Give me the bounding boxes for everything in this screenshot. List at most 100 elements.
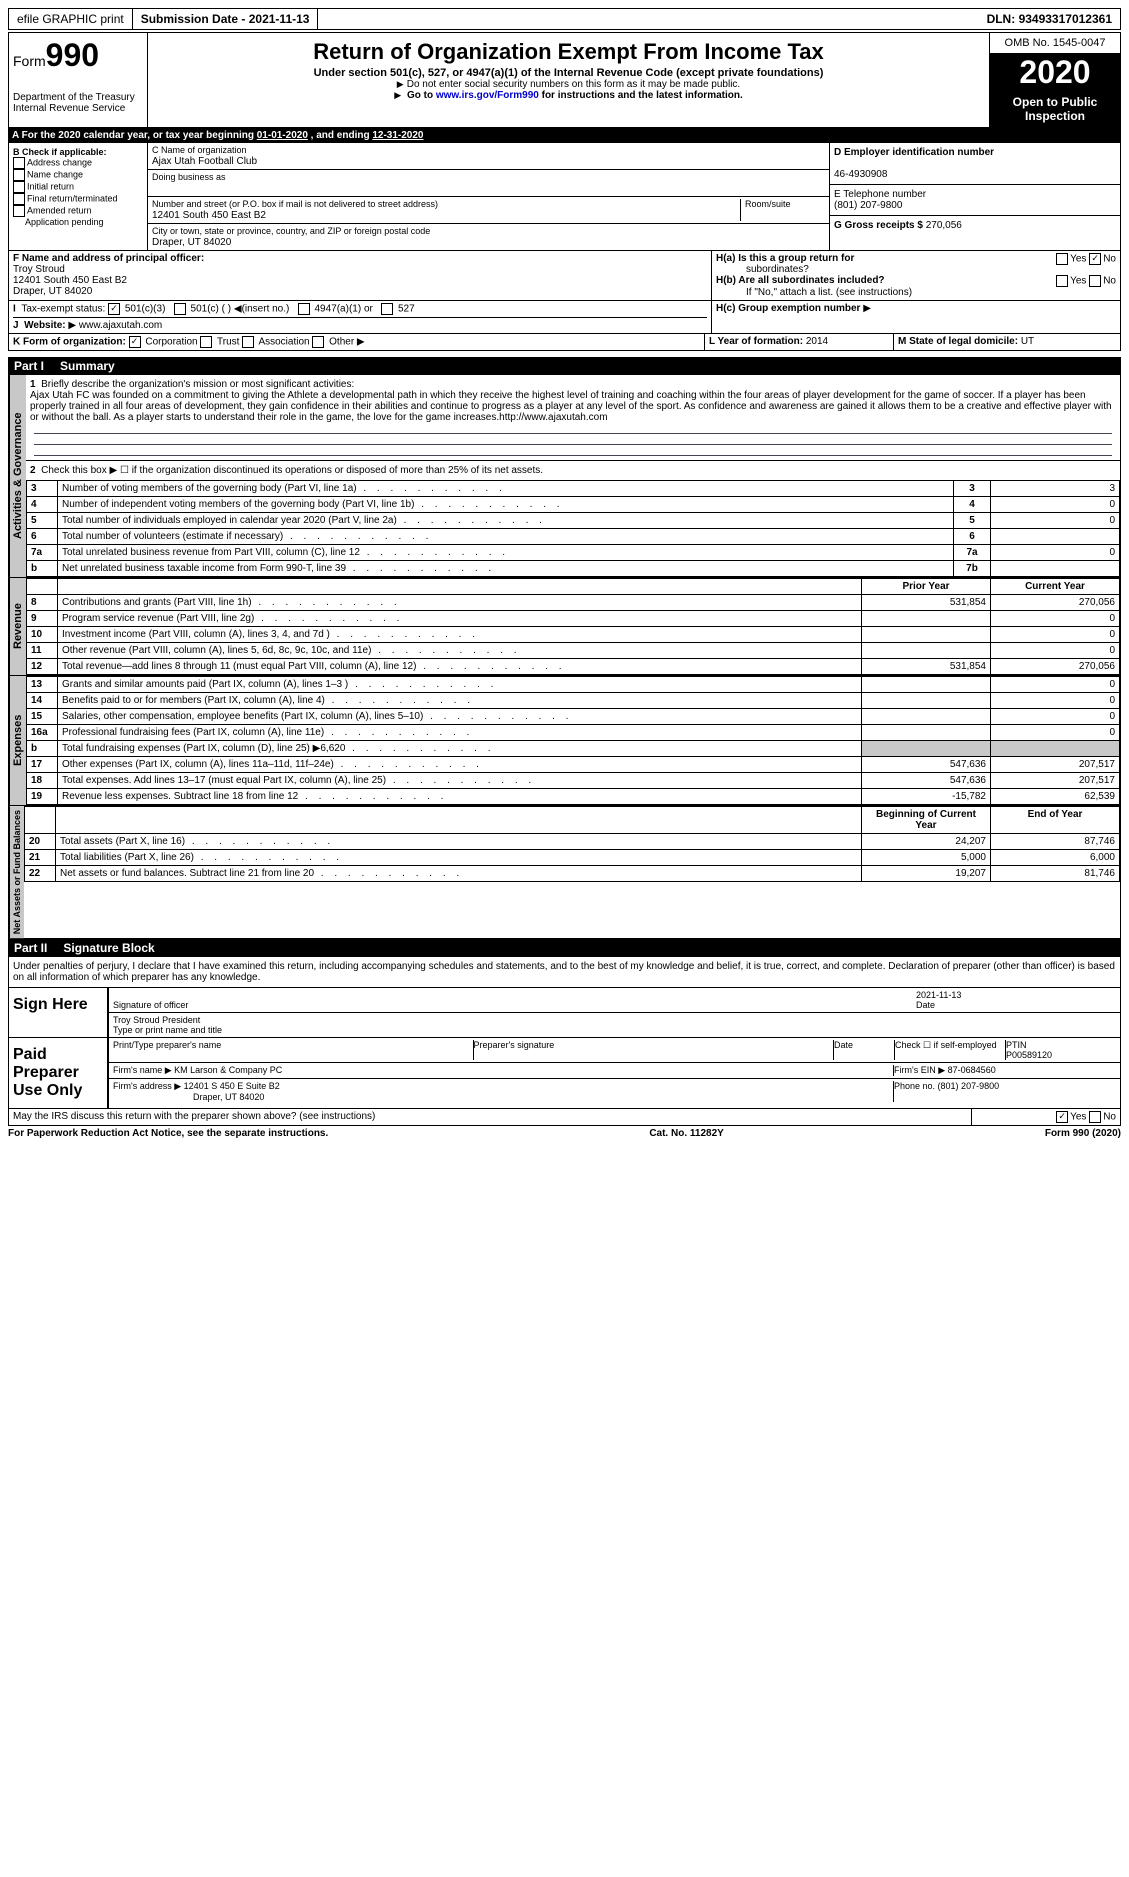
irs-link[interactable]: www.irs.gov/Form990 — [436, 90, 539, 101]
fh-row: F Name and address of principal officer:… — [8, 251, 1121, 301]
gross-receipts: 270,056 — [926, 220, 962, 231]
period-end: 12-31-2020 — [372, 130, 423, 141]
box-l: L Year of formation: 2014 — [705, 334, 894, 350]
officer-name: Troy Stroud — [13, 264, 65, 275]
form-number: 990 — [46, 37, 99, 73]
vlabel-netassets: Net Assets or Fund Balances — [9, 806, 24, 938]
klm-row: K Form of organization: Corporation Trus… — [8, 334, 1121, 351]
box-c: C Name of organization Ajax Utah Footbal… — [148, 143, 830, 250]
form-subtitle: Under section 501(c), 527, or 4947(a)(1)… — [152, 67, 985, 79]
netassets-table: Beginning of Current YearEnd of Year20To… — [24, 806, 1120, 882]
box-j: J Website: ▶ www.ajaxutah.com — [13, 317, 707, 331]
chk-ha-no[interactable] — [1089, 253, 1101, 265]
expenses-table: 13Grants and similar amounts paid (Part … — [26, 676, 1120, 805]
dln-value: 93493317012361 — [1019, 12, 1112, 26]
firm-ein: 87-0684560 — [948, 1065, 996, 1075]
info-grid: B Check if applicable: Address change Na… — [8, 143, 1121, 251]
footer: For Paperwork Reduction Act Notice, see … — [8, 1126, 1121, 1141]
revenue-table: Prior YearCurrent Year8Contributions and… — [26, 578, 1120, 675]
note-link: Go to www.irs.gov/Form990 for instructio… — [152, 90, 985, 101]
box-i: I Tax-exempt status: 501(c)(3) 501(c) ( … — [13, 303, 707, 315]
netassets-section: Net Assets or Fund Balances Beginning of… — [8, 806, 1121, 939]
phone-value: (801) 207-9800 — [834, 200, 902, 211]
discuss-row: May the IRS discuss this return with the… — [8, 1109, 1121, 1126]
chk-trust[interactable] — [200, 336, 212, 348]
efile-label: efile GRAPHIC print — [9, 9, 133, 29]
dept-label: Department of the Treasury Internal Reve… — [13, 92, 143, 114]
paid-preparer-row: Paid Preparer Use Only Print/Type prepar… — [8, 1038, 1121, 1109]
chk-name-change[interactable] — [13, 169, 25, 181]
box-m: M State of legal domicile: UT — [894, 334, 1120, 350]
paid-preparer-label: Paid Preparer Use Only — [9, 1038, 109, 1108]
chk-other[interactable] — [312, 336, 324, 348]
top-bar: efile GRAPHIC print Submission Date - 20… — [8, 8, 1121, 30]
perjury-text: Under penalties of perjury, I declare th… — [8, 957, 1121, 988]
footer-left: For Paperwork Reduction Act Notice, see … — [8, 1128, 328, 1139]
revenue-section: Revenue Prior YearCurrent Year8Contribut… — [8, 578, 1121, 676]
omb-number: OMB No. 1545-0047 — [990, 33, 1120, 54]
box-b: B Check if applicable: Address change Na… — [9, 143, 148, 250]
chk-initial-return[interactable] — [13, 181, 25, 193]
firm-addr: 12401 S 450 E Suite B2 — [184, 1081, 280, 1091]
chk-hb-yes[interactable] — [1056, 275, 1068, 287]
chk-501c3[interactable] — [108, 303, 120, 315]
vlabel-expenses: Expenses — [9, 676, 26, 805]
box-hc: H(c) Group exemption number ▶ — [712, 301, 1120, 333]
form-label: Form — [13, 53, 46, 69]
ij-row: I Tax-exempt status: 501(c)(3) 501(c) ( … — [8, 301, 1121, 334]
box-h: H(a) Is this a group return for subordin… — [712, 251, 1120, 300]
chk-amended[interactable] — [13, 205, 25, 217]
submission-date: 2021-11-13 — [249, 12, 310, 26]
submission-cell: Submission Date - 2021-11-13 — [133, 9, 319, 29]
chk-discuss-yes[interactable] — [1056, 1111, 1068, 1123]
box-right: D Employer identification number 46-4930… — [830, 143, 1120, 250]
line2: 2 Check this box ▶ ☐ if the organization… — [26, 461, 1120, 480]
chk-assoc[interactable] — [242, 336, 254, 348]
ein-value: 46-4930908 — [834, 169, 887, 180]
footer-right: Form 990 (2020) — [1045, 1128, 1121, 1139]
chk-527[interactable] — [381, 303, 393, 315]
chk-hb-no[interactable] — [1089, 275, 1101, 287]
chk-ha-yes[interactable] — [1056, 253, 1068, 265]
mission-block: 1 Briefly describe the organization's mi… — [26, 375, 1120, 461]
form-number-block: Form990 — [13, 37, 143, 74]
chk-final-return[interactable] — [13, 193, 25, 205]
org-city: Draper, UT 84020 — [152, 237, 231, 248]
sign-here-row: Sign Here Signature of officer 2021-11-1… — [8, 988, 1121, 1038]
sign-here-label: Sign Here — [9, 988, 109, 1037]
period-row: A For the 2020 calendar year, or tax yea… — [8, 128, 1121, 143]
governance-table: 3Number of voting members of the governi… — [26, 480, 1120, 577]
vlabel-governance: Activities & Governance — [9, 375, 26, 577]
open-public-label: Open to Public Inspection — [990, 91, 1120, 127]
part1-header: Part I Summary — [8, 357, 1121, 375]
website-value: www.ajaxutah.com — [79, 320, 162, 331]
firm-name: KM Larson & Company PC — [174, 1065, 282, 1075]
part2-header: Part II Signature Block — [8, 939, 1121, 957]
chk-corp[interactable] — [129, 336, 141, 348]
officer-sig-name: Troy Stroud President — [113, 1015, 200, 1025]
form-header: Form990 Department of the Treasury Inter… — [8, 32, 1121, 128]
form-title: Return of Organization Exempt From Incom… — [152, 39, 985, 65]
chk-discuss-no[interactable] — [1089, 1111, 1101, 1123]
chk-501c[interactable] — [174, 303, 186, 315]
ptin: P00589120 — [1006, 1050, 1052, 1060]
submission-label: Submission Date - — [141, 12, 249, 26]
note-ssn: Do not enter social security numbers on … — [152, 79, 985, 90]
chk-4947[interactable] — [298, 303, 310, 315]
dln-cell: DLN: 93493317012361 — [979, 9, 1120, 29]
org-name: Ajax Utah Football Club — [152, 156, 257, 167]
expenses-section: Expenses 13Grants and similar amounts pa… — [8, 676, 1121, 806]
box-f: F Name and address of principal officer:… — [9, 251, 712, 300]
org-address: 12401 South 450 East B2 — [152, 210, 266, 221]
hb-note: If "No," attach a list. (see instruction… — [746, 287, 1116, 298]
tax-year: 2020 — [990, 54, 1120, 91]
period-begin: 01-01-2020 — [257, 130, 308, 141]
vlabel-revenue: Revenue — [9, 578, 26, 675]
chk-address-change[interactable] — [13, 157, 25, 169]
firm-phone: (801) 207-9800 — [938, 1081, 1000, 1091]
governance-section: Activities & Governance 1 Briefly descri… — [8, 375, 1121, 578]
mission-text: Ajax Utah FC was founded on a commitment… — [30, 390, 1112, 423]
box-k: K Form of organization: Corporation Trus… — [9, 334, 705, 350]
dln-label: DLN: — [987, 12, 1019, 26]
footer-center: Cat. No. 11282Y — [649, 1128, 723, 1139]
